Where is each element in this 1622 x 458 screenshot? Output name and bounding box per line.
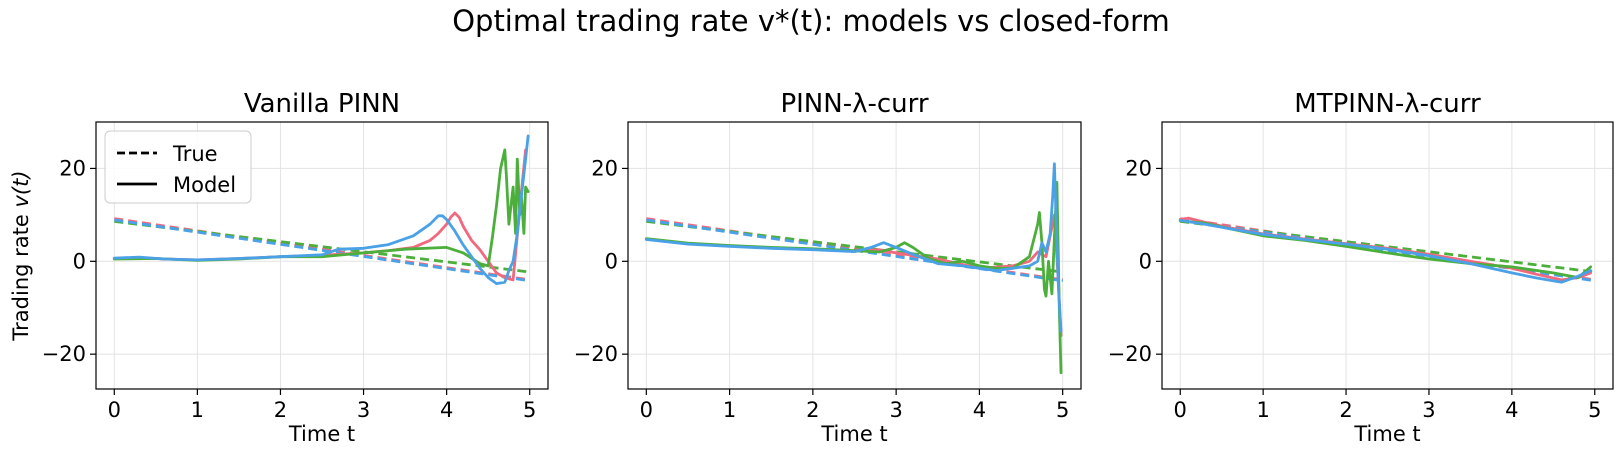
subplot-1: 0 1 2 3 4 5 −20 0 20 Vanilla PINN Time t Trading ra… <box>9 89 549 446</box>
model-line <box>1178 219 1592 284</box>
x-axis-label: Time t <box>1353 422 1420 446</box>
y-tick-label: 0 <box>1139 249 1152 273</box>
series-group <box>1178 216 1596 284</box>
axes-frame <box>1161 121 1614 390</box>
x-axis-label: Time t <box>288 422 355 446</box>
x-tick-label: 5 <box>1588 398 1601 422</box>
x-tick-label: 2 <box>806 398 819 422</box>
subplot-title: PINN-λ-curr <box>780 89 928 119</box>
legend-label: True <box>172 142 218 166</box>
x-tick-label: 4 <box>973 398 986 422</box>
y-tick-label: 20 <box>59 156 86 180</box>
x-tick-label: 1 <box>191 398 204 422</box>
model-line <box>644 162 1063 333</box>
x-tick-label: 1 <box>723 398 736 422</box>
axes-frame <box>95 121 549 390</box>
y-tick-label: 0 <box>605 249 618 273</box>
axes-frame <box>627 121 1082 390</box>
y-tick-label: 0 <box>73 249 86 273</box>
y-tick-label: −20 <box>1108 342 1152 366</box>
subplot-2: 0 1 2 3 4 5 −20 0 20 PINN-λ-curr Time t <box>574 89 1082 446</box>
y-tick-label: −20 <box>574 342 618 366</box>
subplot-title: MTPINN-λ-curr <box>1294 89 1481 119</box>
subplot-3: 0 1 2 3 4 5 −20 0 20 MTPINN-λ-curr Time t <box>1108 89 1614 446</box>
x-tick-label: 4 <box>440 398 453 422</box>
x-tick-label: 2 <box>274 398 287 422</box>
y-axis-label: Trading rate v(t) <box>9 170 33 341</box>
y-tick-label: 20 <box>591 156 618 180</box>
model-line <box>644 181 1063 375</box>
x-tick-label: 3 <box>357 398 370 422</box>
series-group <box>112 134 530 285</box>
x-tick-label: 2 <box>1339 398 1352 422</box>
x-tick-label: 0 <box>108 398 121 422</box>
x-tick-label: 5 <box>523 398 536 422</box>
figure-title: Optimal trading rate v*(t): models vs cl… <box>452 4 1170 38</box>
x-tick-label: 0 <box>1174 398 1187 422</box>
subplot-title: Vanilla PINN <box>244 89 400 119</box>
x-tick-label: 5 <box>1056 398 1069 422</box>
y-tick-label: −20 <box>42 342 86 366</box>
x-tick-label: 3 <box>889 398 902 422</box>
legend-label: Model <box>173 173 236 197</box>
y-tick-label: 20 <box>1125 156 1152 180</box>
model-line <box>112 134 530 285</box>
x-axis-label: Time t <box>820 422 887 446</box>
x-tick-label: 0 <box>640 398 653 422</box>
series-group <box>644 162 1063 375</box>
x-tick-label: 1 <box>1256 398 1269 422</box>
legend: True Model <box>104 130 252 204</box>
x-tick-label: 3 <box>1422 398 1435 422</box>
x-tick-label: 4 <box>1505 398 1518 422</box>
model-line <box>644 213 1063 337</box>
